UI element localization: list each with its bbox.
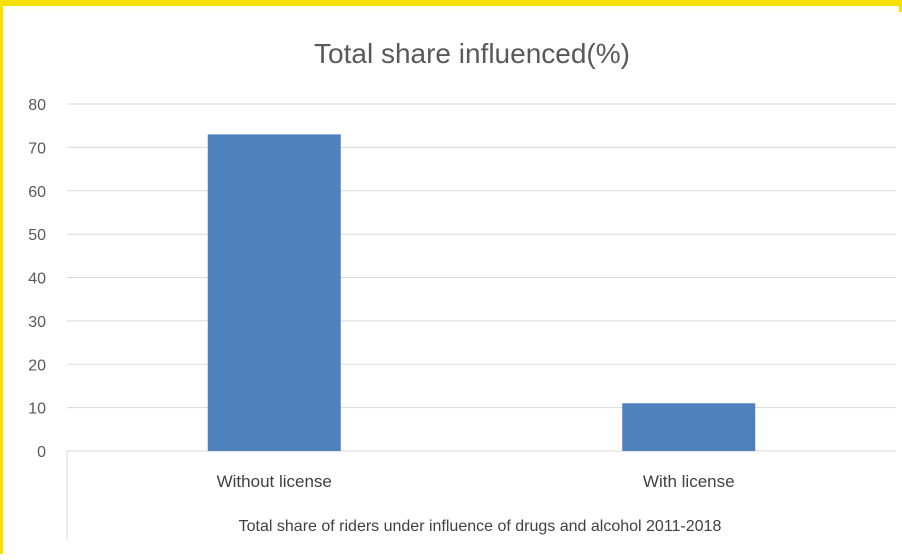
- x-axis-categories: Without license With license: [217, 472, 735, 491]
- y-tick-label: 50: [28, 227, 46, 244]
- category-label: Without license: [217, 472, 332, 491]
- chart-title: Total share influenced(%): [314, 38, 630, 69]
- chart-area: [6, 12, 902, 560]
- y-axis-ticks: 0 10 20 30 40 50 60 70 80: [28, 97, 46, 461]
- gridlines: [67, 103, 896, 452]
- y-tick-label: 80: [28, 97, 46, 114]
- y-tick-label: 10: [28, 401, 46, 418]
- y-tick-label: 40: [28, 271, 46, 288]
- y-tick-label: 20: [28, 357, 46, 374]
- bar-without-license: [207, 134, 341, 452]
- bars: [207, 134, 756, 452]
- x-axis-label: Total share of riders under influence of…: [239, 518, 722, 535]
- bar-with-license: [622, 403, 756, 451]
- y-tick-label: 30: [28, 314, 46, 331]
- y-tick-label: 70: [28, 140, 46, 157]
- y-tick-label: 0: [37, 444, 46, 461]
- y-tick-label: 60: [28, 184, 46, 201]
- category-label: With license: [643, 472, 735, 491]
